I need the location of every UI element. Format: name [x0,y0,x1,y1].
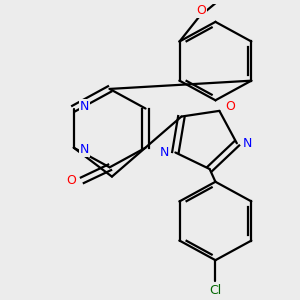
Text: O: O [225,100,235,113]
Text: Cl: Cl [209,284,222,297]
Text: N: N [80,100,89,113]
Text: N: N [243,137,252,150]
Text: N: N [160,146,169,159]
Text: O: O [67,174,76,187]
Text: N: N [80,143,89,156]
Text: O: O [196,4,206,17]
